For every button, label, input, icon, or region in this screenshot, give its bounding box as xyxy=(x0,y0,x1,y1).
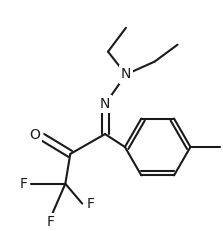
Text: O: O xyxy=(29,128,40,142)
Text: N: N xyxy=(121,67,131,82)
Text: F: F xyxy=(46,216,54,229)
Text: F: F xyxy=(20,177,28,191)
Text: N: N xyxy=(100,97,110,111)
Text: F: F xyxy=(86,197,94,211)
